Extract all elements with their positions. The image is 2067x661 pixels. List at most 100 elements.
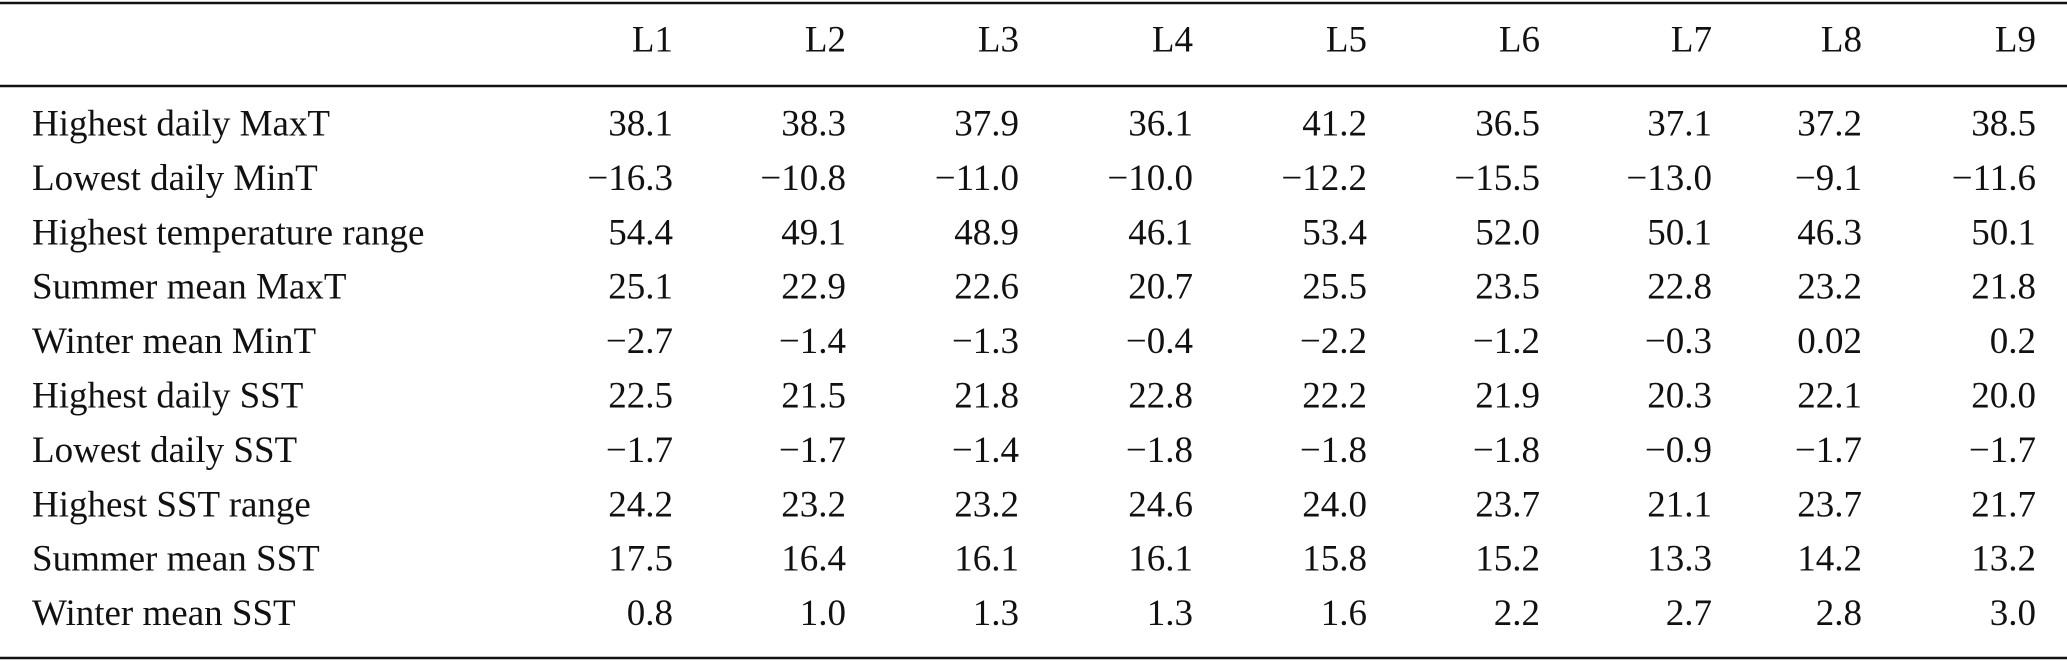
cell: 0.02 [1797,321,1862,362]
cell: 1.0 [800,593,846,634]
cell: 46.1 [1128,212,1193,253]
cell: 25.5 [1302,267,1367,308]
row-label: Lowest daily MinT [32,158,318,199]
row-label: Highest SST range [32,484,311,525]
cell: −1.8 [1300,430,1367,471]
cell: 21.5 [781,375,846,416]
cell: 23.2 [954,484,1019,525]
cell: 50.1 [1647,212,1712,253]
row-label: Summer mean MaxT [32,267,346,308]
cell: 36.1 [1128,103,1193,144]
cell: −0.3 [1645,321,1712,362]
column-header: L8 [1821,19,1862,60]
column-header: L6 [1499,19,1540,60]
cell: 48.9 [954,212,1019,253]
cell: 54.4 [608,212,673,253]
cell: 21.8 [954,375,1019,416]
cell: 24.0 [1302,484,1367,525]
cell: −1.2 [1473,321,1540,362]
cell: 50.1 [1971,212,2036,253]
cell: 13.3 [1647,539,1712,580]
cell: −1.7 [1969,430,2036,471]
cell: −13.0 [1626,158,1712,199]
cell: 23.2 [1797,267,1862,308]
cell: 37.1 [1647,103,1712,144]
cell: −1.8 [1126,430,1193,471]
cell: −11.0 [935,158,1019,199]
cell: 25.1 [608,267,673,308]
cell: −1.4 [779,321,846,362]
cell: 23.2 [781,484,846,525]
cell: 46.3 [1797,212,1862,253]
cell: −1.7 [606,430,673,471]
row-label: Winter mean MinT [32,321,316,362]
cell: −1.4 [952,430,1019,471]
cell: 22.2 [1302,375,1367,416]
cell: −16.3 [587,158,673,199]
cell: −11.6 [1952,158,2036,199]
cell: 17.5 [608,539,673,580]
cell: 16.1 [1128,539,1193,580]
column-header: L2 [805,19,846,60]
cell: 2.7 [1666,593,1712,634]
column-header: L1 [632,19,673,60]
cell: −1.7 [1795,430,1862,471]
cell: 38.5 [1971,103,2036,144]
cell: −15.5 [1454,158,1540,199]
cell: 15.8 [1302,539,1367,580]
cell: 1.3 [973,593,1019,634]
cell: 0.2 [1990,321,2036,362]
cell: 16.4 [781,539,846,580]
cell: 3.0 [1990,593,2036,634]
cell: −1.3 [952,321,1019,362]
cell: −2.2 [1300,321,1367,362]
row-label: Lowest daily SST [32,430,297,471]
cell: 15.2 [1475,539,1540,580]
cell: 24.6 [1128,484,1193,525]
cell: −2.7 [606,321,673,362]
cell: 22.9 [781,267,846,308]
row-label: Highest temperature range [32,212,424,253]
cell: 21.9 [1475,375,1540,416]
column-header: L3 [978,19,1019,60]
cell: 24.2 [608,484,673,525]
cell: 21.7 [1971,484,2036,525]
cell: 2.2 [1494,593,1540,634]
cell: 0.8 [627,593,673,634]
cell: 22.8 [1128,375,1193,416]
cell: 1.3 [1147,593,1193,634]
cell: 14.2 [1797,539,1862,580]
cell: 23.5 [1475,267,1540,308]
cell: 20.3 [1647,375,1712,416]
cell: 37.2 [1797,103,1862,144]
cell: 22.8 [1647,267,1712,308]
cell: 16.1 [954,539,1019,580]
cell: −10.8 [760,158,846,199]
cell: 21.8 [1971,267,2036,308]
cell: 20.7 [1128,267,1193,308]
column-header: L5 [1326,19,1367,60]
row-label: Highest daily SST [32,375,303,416]
cell: 1.6 [1321,593,1367,634]
cell: 37.9 [954,103,1019,144]
column-header: L9 [1995,19,2036,60]
cell: −1.8 [1473,430,1540,471]
cell: −0.4 [1126,321,1193,362]
cell: 13.2 [1971,539,2036,580]
cell: 38.1 [608,103,673,144]
cell: 22.6 [954,267,1019,308]
cell: −1.7 [779,430,846,471]
cell: 38.3 [781,103,846,144]
cell: 23.7 [1475,484,1540,525]
cell: 21.1 [1647,484,1712,525]
column-header: L4 [1152,19,1193,60]
cell: 20.0 [1971,375,2036,416]
cell: −9.1 [1795,158,1862,199]
cell: −0.9 [1645,430,1712,471]
cell: −10.0 [1107,158,1193,199]
row-label: Winter mean SST [32,593,296,634]
column-header: L7 [1671,19,1712,60]
cell: 2.8 [1816,593,1862,634]
row-label: Summer mean SST [32,539,320,580]
